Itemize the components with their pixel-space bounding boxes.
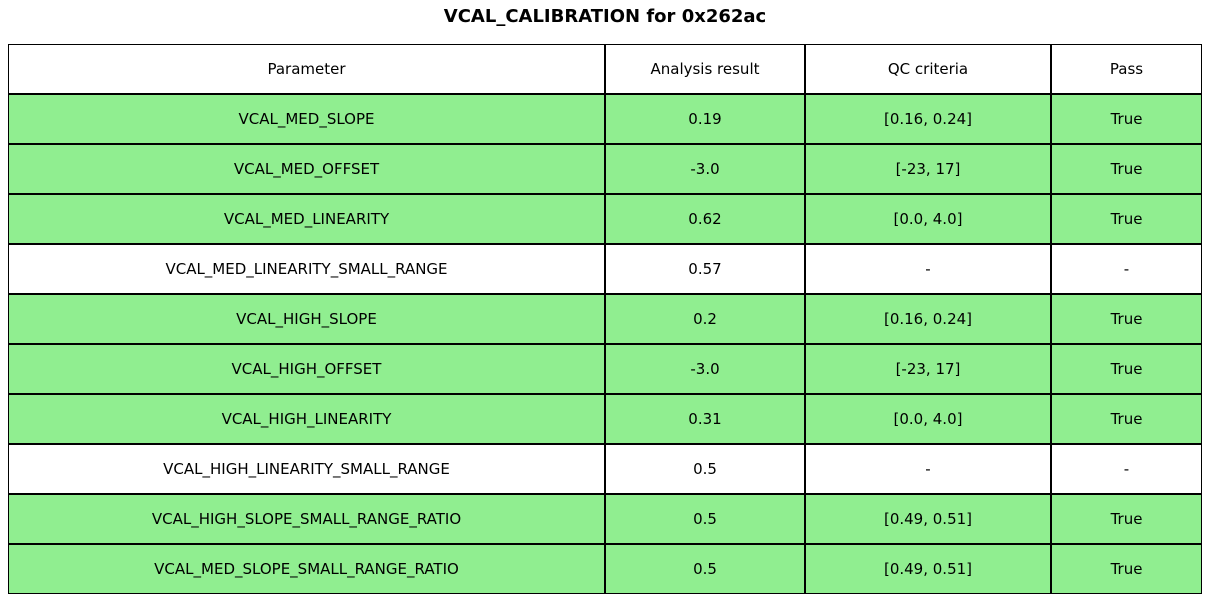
- page-title: VCAL_CALIBRATION for 0x262ac: [443, 6, 767, 27]
- qc-criteria-cell: -: [805, 244, 1051, 294]
- qc-criteria-cell: -: [805, 444, 1051, 494]
- analysis-result-cell: 0.5: [605, 444, 805, 494]
- qc-criteria-cell: [0.49, 0.51]: [805, 544, 1051, 594]
- table-row: VCAL_MED_SLOPE 0.19 [0.16, 0.24] True: [8, 94, 1202, 144]
- parameter-cell: VCAL_HIGH_LINEARITY_SMALL_RANGE: [8, 444, 605, 494]
- qc-criteria-cell: [0.0, 4.0]: [805, 394, 1051, 444]
- analysis-result-cell: 0.5: [605, 544, 805, 594]
- pass-cell: True: [1051, 94, 1202, 144]
- column-header-qc-criteria: QC criteria: [805, 44, 1051, 94]
- table-row: VCAL_MED_SLOPE_SMALL_RANGE_RATIO 0.5 [0.49…: [8, 544, 1202, 594]
- parameter-cell: VCAL_HIGH_SLOPE_SMALL_RANGE_RATIO: [8, 494, 605, 544]
- analysis-result-cell: 0.62: [605, 194, 805, 244]
- analysis-result-cell: -3.0: [605, 344, 805, 394]
- qc-criteria-cell: [-23, 17]: [805, 144, 1051, 194]
- parameter-cell: VCAL_MED_SLOPE_SMALL_RANGE_RATIO: [8, 544, 605, 594]
- analysis-result-cell: 0.31: [605, 394, 805, 444]
- pass-cell: True: [1051, 194, 1202, 244]
- qc-results-table: Parameter Analysis result QC criteria Pass …: [8, 44, 1202, 594]
- header-row: Parameter Analysis result QC criteria Pass: [8, 44, 1202, 94]
- table-row: VCAL_MED_LINEARITY 0.62 [0.0, 4.0] True: [8, 194, 1202, 244]
- table-row: VCAL_HIGH_OFFSET -3.0 [-23, 17] True: [8, 344, 1202, 394]
- parameter-cell: VCAL_HIGH_OFFSET: [8, 344, 605, 394]
- pass-cell: True: [1051, 294, 1202, 344]
- qc-criteria-cell: [0.49, 0.51]: [805, 494, 1051, 544]
- pass-cell: -: [1051, 444, 1202, 494]
- qc-criteria-cell: [-23, 17]: [805, 344, 1051, 394]
- table-row: VCAL_HIGH_SLOPE 0.2 [0.16, 0.24] True: [8, 294, 1202, 344]
- analysis-result-cell: 0.19: [605, 94, 805, 144]
- analysis-result-cell: 0.5: [605, 494, 805, 544]
- table-row: VCAL_HIGH_SLOPE_SMALL_RANGE_RATIO 0.5 [0.4…: [8, 494, 1202, 544]
- parameter-cell: VCAL_MED_LINEARITY: [8, 194, 605, 244]
- analysis-result-cell: 0.57: [605, 244, 805, 294]
- table-row: VCAL_MED_LINEARITY_SMALL_RANGE 0.57- -: [8, 244, 1202, 294]
- table-row: VCAL_MED_OFFSET -3.0 [-23, 17] True: [8, 144, 1202, 194]
- parameter-cell: VCAL_MED_OFFSET: [8, 144, 605, 194]
- table-body: VCAL_MED_SLOPE 0.19 [0.16, 0.24] True VCAL_M…: [8, 94, 1202, 594]
- table-row: VCAL_HIGH_LINEARITY_SMALL_RANGE 0.5- -: [8, 444, 1202, 494]
- parameter-cell: VCAL_HIGH_LINEARITY: [8, 394, 605, 444]
- pass-cell: True: [1051, 544, 1202, 594]
- table-row: VCAL_HIGH_LINEARITY 0.31 [0.0, 4.0] True: [8, 394, 1202, 444]
- column-header-analysis-result: Analysis result: [605, 44, 805, 94]
- pass-cell: -: [1051, 244, 1202, 294]
- parameter-cell: VCAL_HIGH_SLOPE: [8, 294, 605, 344]
- analysis-result-cell: -3.0: [605, 144, 805, 194]
- pass-cell: True: [1051, 394, 1202, 444]
- column-header-pass: Pass: [1051, 44, 1202, 94]
- qc-criteria-cell: [0.16, 0.24]: [805, 94, 1051, 144]
- column-header-parameter: Parameter: [8, 44, 605, 94]
- pass-cell: True: [1051, 344, 1202, 394]
- qc-criteria-cell: [0.16, 0.24]: [805, 294, 1051, 344]
- pass-cell: True: [1051, 494, 1202, 544]
- analysis-result-cell: 0.2: [605, 294, 805, 344]
- qc-criteria-cell: [0.0, 4.0]: [805, 194, 1051, 244]
- parameter-cell: VCAL_MED_LINEARITY_SMALL_RANGE: [8, 244, 605, 294]
- parameter-cell: VCAL_MED_SLOPE: [8, 94, 605, 144]
- pass-cell: True: [1051, 144, 1202, 194]
